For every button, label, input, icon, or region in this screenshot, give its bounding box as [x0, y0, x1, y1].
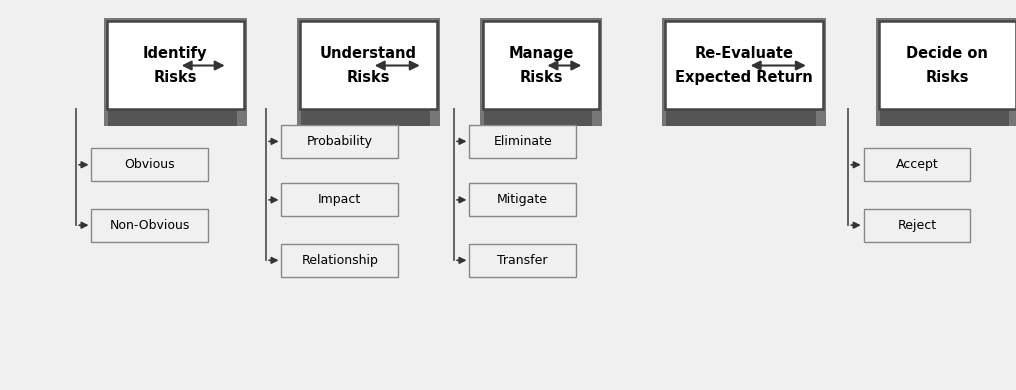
FancyBboxPatch shape: [876, 18, 1016, 126]
Text: Mitigate: Mitigate: [497, 193, 549, 206]
FancyBboxPatch shape: [864, 148, 970, 181]
Text: Probability: Probability: [307, 135, 373, 148]
FancyBboxPatch shape: [281, 183, 398, 216]
FancyBboxPatch shape: [480, 18, 602, 126]
FancyBboxPatch shape: [91, 148, 208, 181]
Text: Understand
Risks: Understand Risks: [320, 46, 417, 85]
Text: Eliminate: Eliminate: [494, 135, 552, 148]
FancyBboxPatch shape: [104, 18, 247, 126]
FancyBboxPatch shape: [484, 109, 592, 126]
Text: Relationship: Relationship: [302, 254, 378, 267]
FancyBboxPatch shape: [281, 125, 398, 158]
FancyBboxPatch shape: [108, 109, 237, 126]
Text: Transfer: Transfer: [498, 254, 548, 267]
FancyBboxPatch shape: [880, 109, 1009, 126]
FancyBboxPatch shape: [665, 21, 823, 109]
FancyBboxPatch shape: [91, 209, 208, 242]
FancyBboxPatch shape: [662, 18, 826, 126]
Text: Impact: Impact: [318, 193, 362, 206]
FancyBboxPatch shape: [300, 21, 437, 109]
Text: Identify
Risks: Identify Risks: [143, 46, 207, 85]
FancyBboxPatch shape: [469, 125, 576, 158]
FancyBboxPatch shape: [666, 109, 816, 126]
Text: Manage
Risks: Manage Risks: [508, 46, 574, 85]
FancyBboxPatch shape: [301, 109, 430, 126]
Text: Obvious: Obvious: [125, 158, 175, 171]
FancyBboxPatch shape: [469, 183, 576, 216]
FancyBboxPatch shape: [469, 244, 576, 277]
FancyBboxPatch shape: [107, 21, 244, 109]
FancyBboxPatch shape: [483, 21, 599, 109]
Text: Re-Evaluate
Expected Return: Re-Evaluate Expected Return: [676, 46, 813, 85]
Text: Non-Obvious: Non-Obvious: [110, 219, 190, 232]
FancyBboxPatch shape: [864, 209, 970, 242]
FancyBboxPatch shape: [879, 21, 1016, 109]
FancyBboxPatch shape: [297, 18, 440, 126]
Text: Accept: Accept: [895, 158, 939, 171]
Text: Reject: Reject: [897, 219, 937, 232]
FancyBboxPatch shape: [281, 244, 398, 277]
Text: Decide on
Risks: Decide on Risks: [906, 46, 989, 85]
